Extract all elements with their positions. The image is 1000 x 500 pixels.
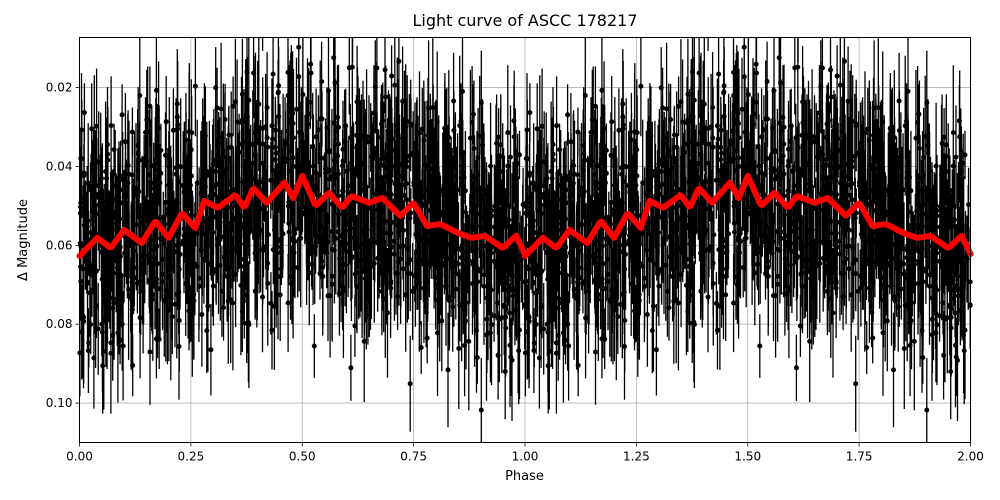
y-axis: 0.02 0.04 0.06 0.08 0.10 [46, 81, 80, 410]
chart-title: Light curve of ASCC 178217 [412, 11, 638, 30]
svg-text:1.75: 1.75 [846, 450, 873, 464]
x-axis-label: Phase [505, 469, 544, 484]
svg-text:0.10: 0.10 [46, 396, 73, 410]
svg-text:1.00: 1.00 [512, 450, 539, 464]
y-axis-label: Δ Magnitude [16, 199, 31, 281]
svg-text:0.50: 0.50 [289, 450, 316, 464]
x-axis: 0.00 0.25 0.50 0.75 1.00 1.25 1.50 1.75 2.00 [66, 442, 984, 464]
svg-text:0.75: 0.75 [400, 450, 427, 464]
svg-text:0.04: 0.04 [46, 159, 73, 173]
svg-text:1.25: 1.25 [623, 450, 650, 464]
svg-text:0.02: 0.02 [46, 81, 73, 95]
svg-text:0.08: 0.08 [46, 317, 73, 331]
svg-text:0.25: 0.25 [178, 450, 205, 464]
svg-text:0.06: 0.06 [46, 238, 73, 252]
svg-text:2.00: 2.00 [957, 450, 984, 464]
svg-text:0.00: 0.00 [66, 450, 93, 464]
svg-text:1.50: 1.50 [734, 450, 761, 464]
model-curve [76, 172, 974, 259]
